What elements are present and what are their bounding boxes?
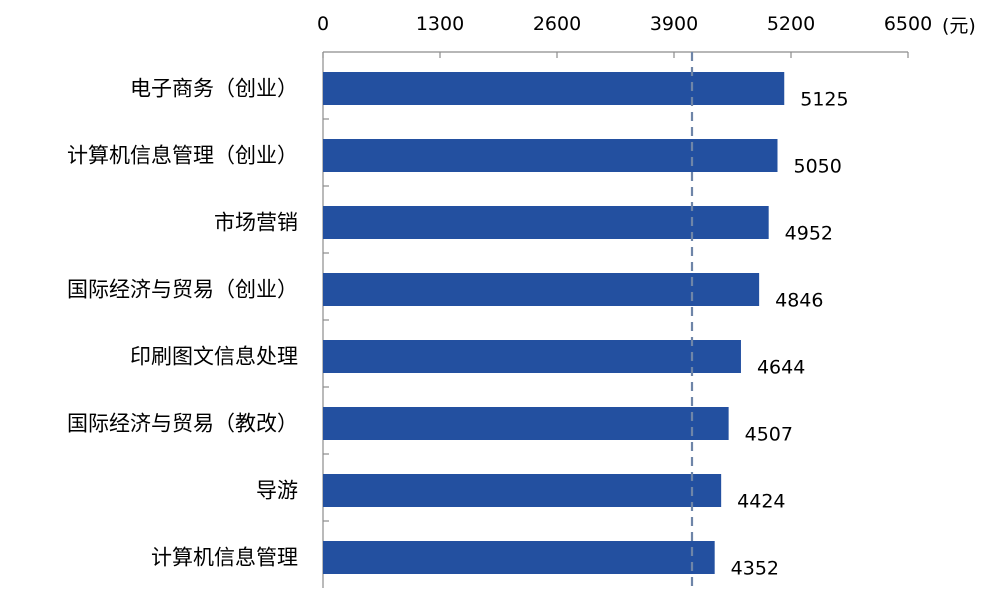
data-label: 4352	[731, 558, 779, 580]
x-tick-label: 2600	[533, 13, 581, 35]
category-label: 国际经济与贸易（创业）	[67, 278, 298, 302]
data-label: 4846	[775, 290, 823, 312]
bars	[323, 72, 785, 574]
category-label: 导游	[256, 479, 298, 503]
x-tick-label: 5200	[767, 13, 815, 35]
category-label: 计算机信息管理	[151, 546, 298, 570]
data-label: 5125	[800, 89, 848, 111]
x-tick-label: 3900	[650, 13, 698, 35]
bar	[323, 474, 722, 507]
data-label: 4952	[785, 223, 833, 245]
data-labels: 5125 5050 4952 4846 4644 4507 4424 4352	[731, 89, 849, 580]
x-tick-label: 0	[317, 13, 329, 35]
bar	[323, 273, 760, 306]
data-label: 4507	[745, 424, 793, 446]
category-label: 计算机信息管理（创业）	[67, 144, 298, 168]
category-label: 印刷图文信息处理	[130, 345, 298, 369]
category-label: 电子商务（创业）	[130, 77, 298, 101]
data-label: 5050	[794, 156, 842, 178]
bar	[323, 407, 729, 440]
category-label: 国际经济与贸易（教改）	[67, 412, 298, 436]
x-axis: 0 1300 2600 3900 5200 6500	[317, 13, 932, 58]
bar	[323, 72, 785, 105]
data-label: 4644	[757, 357, 805, 379]
x-tick-label: 1300	[416, 13, 464, 35]
x-axis-unit-label: (元)	[942, 15, 976, 37]
bar	[323, 340, 741, 373]
bar	[323, 139, 778, 172]
data-label: 4424	[737, 491, 785, 513]
category-label: 市场营销	[214, 211, 298, 235]
bar	[323, 206, 769, 239]
bar	[323, 541, 715, 574]
x-tick-label: 6500	[884, 13, 932, 35]
